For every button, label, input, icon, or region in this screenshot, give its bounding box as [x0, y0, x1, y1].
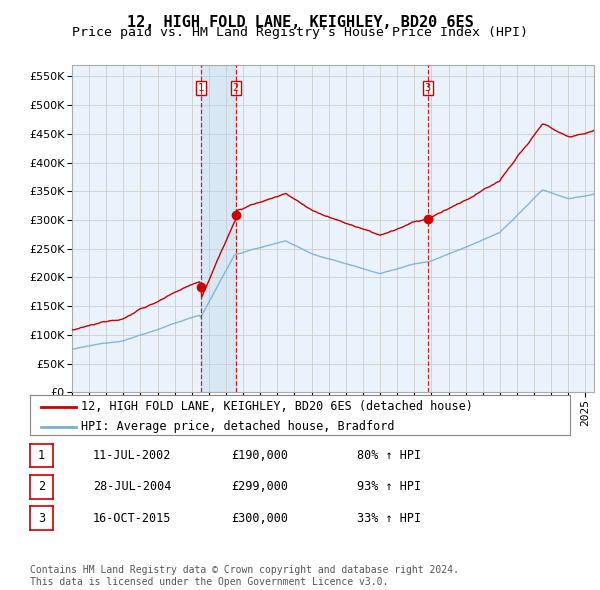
Text: 11-JUL-2002: 11-JUL-2002 — [93, 449, 172, 462]
Text: 12, HIGH FOLD LANE, KEIGHLEY, BD20 6ES (detached house): 12, HIGH FOLD LANE, KEIGHLEY, BD20 6ES (… — [82, 400, 473, 413]
Text: 33% ↑ HPI: 33% ↑ HPI — [357, 512, 421, 525]
Text: 3: 3 — [38, 512, 45, 525]
Text: 2: 2 — [233, 83, 239, 93]
Text: 28-JUL-2004: 28-JUL-2004 — [93, 480, 172, 493]
Text: 2: 2 — [38, 480, 45, 493]
Bar — [201, 65, 236, 392]
Text: £300,000: £300,000 — [231, 512, 288, 525]
Text: 12, HIGH FOLD LANE, KEIGHLEY, BD20 6ES: 12, HIGH FOLD LANE, KEIGHLEY, BD20 6ES — [127, 15, 473, 30]
Text: 80% ↑ HPI: 80% ↑ HPI — [357, 449, 421, 462]
Text: £190,000: £190,000 — [231, 449, 288, 462]
Text: Contains HM Land Registry data © Crown copyright and database right 2024.
This d: Contains HM Land Registry data © Crown c… — [30, 565, 459, 587]
Text: 1: 1 — [38, 449, 45, 462]
Text: HPI: Average price, detached house, Bradford: HPI: Average price, detached house, Brad… — [82, 420, 395, 433]
Text: £299,000: £299,000 — [231, 480, 288, 493]
Text: 1: 1 — [198, 83, 204, 93]
Text: 16-OCT-2015: 16-OCT-2015 — [93, 512, 172, 525]
Text: Price paid vs. HM Land Registry's House Price Index (HPI): Price paid vs. HM Land Registry's House … — [72, 26, 528, 39]
Text: 93% ↑ HPI: 93% ↑ HPI — [357, 480, 421, 493]
Text: 3: 3 — [425, 83, 431, 93]
